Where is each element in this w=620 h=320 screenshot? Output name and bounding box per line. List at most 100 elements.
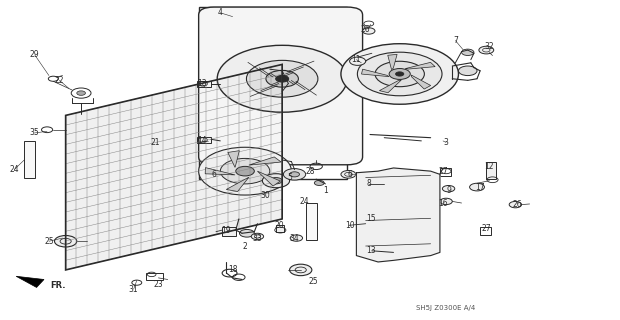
Text: 30: 30 (260, 190, 270, 200)
Bar (372, 252, 391, 259)
Circle shape (443, 186, 454, 192)
Text: 28: 28 (305, 167, 315, 176)
Text: 19: 19 (222, 226, 231, 235)
Text: 25: 25 (308, 276, 318, 285)
Circle shape (239, 229, 254, 237)
Text: 2: 2 (242, 242, 247, 251)
Bar (146, 273, 164, 280)
Circle shape (283, 169, 306, 180)
Text: 4: 4 (218, 8, 223, 17)
Circle shape (251, 233, 264, 240)
Circle shape (440, 198, 452, 204)
Circle shape (509, 201, 521, 208)
Bar (220, 173, 237, 179)
Text: 6: 6 (211, 170, 216, 179)
Text: 11: 11 (352, 55, 361, 64)
Text: 1: 1 (323, 186, 328, 195)
Text: 21: 21 (151, 138, 160, 147)
Text: 12: 12 (485, 162, 494, 171)
Circle shape (198, 147, 291, 195)
Text: 32: 32 (485, 42, 494, 52)
Text: 6: 6 (348, 170, 353, 179)
Circle shape (221, 165, 237, 173)
Circle shape (270, 178, 282, 184)
Text: 22: 22 (55, 76, 64, 85)
Text: 34: 34 (290, 234, 299, 243)
Text: 14: 14 (197, 136, 206, 145)
Circle shape (479, 46, 494, 54)
Text: 33: 33 (252, 234, 262, 243)
Text: 27: 27 (482, 224, 491, 233)
Circle shape (341, 44, 458, 104)
Circle shape (469, 183, 484, 191)
Text: 13: 13 (366, 246, 376, 255)
Text: 8: 8 (366, 180, 371, 188)
Text: 26: 26 (361, 25, 371, 34)
Bar (197, 137, 211, 143)
Circle shape (290, 235, 303, 241)
Text: SH5J Z0300E A/4: SH5J Z0300E A/4 (417, 305, 476, 311)
Text: 35: 35 (30, 128, 40, 137)
Circle shape (266, 70, 298, 87)
Circle shape (217, 45, 347, 112)
Circle shape (55, 236, 77, 247)
Circle shape (314, 180, 324, 186)
Text: FR.: FR. (50, 281, 65, 290)
Circle shape (389, 68, 410, 79)
Text: 27: 27 (438, 167, 448, 176)
Text: 26: 26 (512, 200, 522, 209)
Text: 5: 5 (288, 173, 293, 182)
Circle shape (341, 171, 356, 178)
Bar (198, 7, 347, 179)
Circle shape (461, 49, 474, 55)
Text: 17: 17 (476, 183, 485, 192)
Polygon shape (228, 151, 239, 167)
Text: 20: 20 (274, 221, 284, 230)
Text: 18: 18 (228, 265, 237, 275)
Circle shape (375, 61, 424, 87)
Polygon shape (411, 75, 431, 89)
Circle shape (357, 52, 442, 96)
Polygon shape (379, 80, 401, 93)
Bar (480, 227, 491, 235)
Text: 7: 7 (453, 36, 458, 45)
Circle shape (290, 264, 312, 276)
Polygon shape (205, 168, 235, 175)
Bar (197, 81, 211, 87)
Polygon shape (361, 69, 389, 76)
Circle shape (396, 72, 404, 76)
Polygon shape (249, 157, 281, 165)
Circle shape (458, 66, 477, 76)
Text: 31: 31 (129, 284, 138, 293)
Bar (222, 227, 236, 236)
Text: 25: 25 (44, 237, 54, 246)
Text: 23: 23 (154, 280, 163, 289)
Bar (276, 225, 284, 232)
Text: 13: 13 (197, 79, 206, 88)
Text: 24: 24 (299, 197, 309, 206)
Text: 3: 3 (444, 138, 448, 147)
Circle shape (363, 28, 375, 34)
Circle shape (77, 91, 86, 95)
Polygon shape (356, 168, 440, 262)
Polygon shape (388, 54, 397, 70)
Bar (306, 203, 317, 240)
Circle shape (262, 174, 290, 188)
Bar (486, 162, 495, 179)
Bar (372, 200, 381, 228)
Circle shape (290, 172, 299, 177)
Circle shape (246, 60, 318, 97)
Text: 16: 16 (438, 198, 448, 207)
Polygon shape (257, 171, 280, 186)
Text: 9: 9 (446, 186, 451, 195)
Polygon shape (66, 64, 282, 270)
Circle shape (220, 158, 270, 184)
Text: 15: 15 (366, 214, 376, 223)
Polygon shape (405, 62, 435, 69)
Circle shape (276, 76, 289, 82)
Polygon shape (226, 177, 249, 191)
Bar (24, 141, 35, 178)
Bar (440, 168, 451, 176)
Text: 24: 24 (9, 165, 19, 174)
FancyBboxPatch shape (198, 7, 363, 165)
